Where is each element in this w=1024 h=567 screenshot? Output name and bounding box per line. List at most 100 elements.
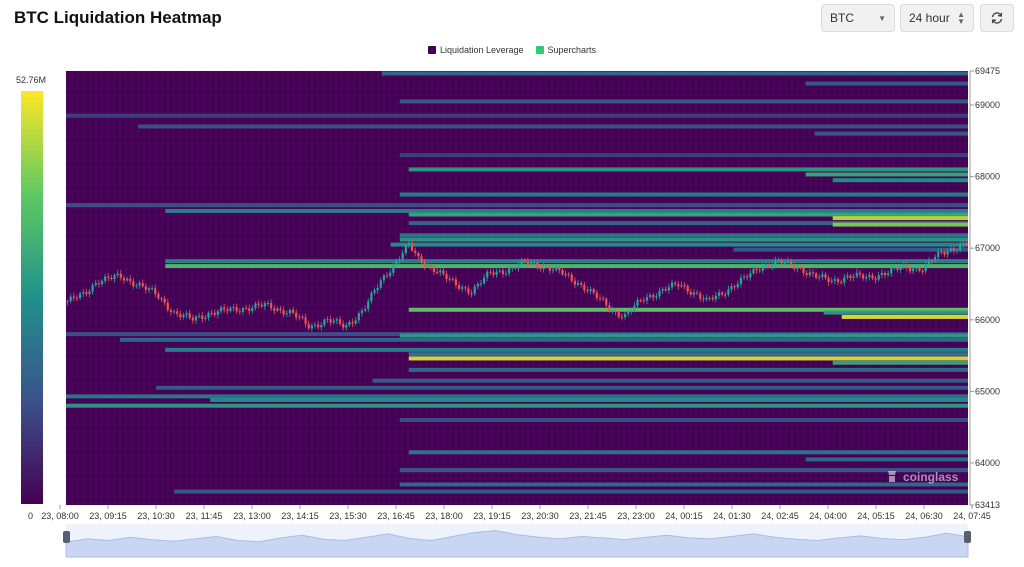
candle-body [94, 283, 97, 286]
candle-body [410, 243, 414, 251]
candle-body [921, 270, 924, 272]
candle-body [470, 293, 473, 295]
liquidation-band [66, 403, 968, 408]
refresh-button[interactable] [980, 4, 1014, 32]
candle-body [598, 297, 602, 299]
candle-body [542, 265, 545, 270]
candle-body [633, 305, 636, 311]
candle-body [78, 293, 82, 299]
candle-body [104, 276, 107, 281]
x-tick-label: 23, 09:15 [89, 511, 127, 521]
legend-item-supercharts[interactable]: Supercharts [535, 45, 596, 55]
candle-body [943, 251, 946, 255]
legend-item-liquidation-leverage[interactable]: Liquidation Leverage [427, 45, 524, 55]
candle-body [151, 288, 154, 290]
candle-body [896, 267, 899, 270]
candle-body [166, 302, 169, 311]
candle-body [927, 260, 930, 264]
liquidation-band [399, 468, 968, 473]
candle-body [752, 268, 755, 274]
navigator-right-handle[interactable] [964, 531, 971, 543]
candle-body [326, 319, 329, 321]
candle-body [479, 283, 483, 285]
candle-body [335, 319, 339, 321]
candle-body [219, 307, 223, 312]
candle-body [930, 260, 934, 262]
candle-body [414, 250, 417, 253]
candle-body [658, 290, 661, 297]
candle-body [251, 307, 254, 311]
candle-body [332, 320, 335, 323]
candle-body [714, 295, 717, 300]
liquidation-band [408, 212, 968, 217]
legend-label: Liquidation Leverage [439, 45, 524, 55]
liquidation-band [372, 378, 968, 383]
candle-body [157, 293, 160, 299]
candle-body [843, 277, 846, 283]
candle-body [661, 288, 664, 291]
candle-body [461, 287, 464, 289]
candle-body [555, 266, 558, 270]
liquidation-band [832, 222, 968, 227]
candle-body [495, 271, 498, 275]
symbol-select[interactable]: BTC ▼ [821, 4, 895, 32]
candle-body [526, 261, 530, 265]
candle-body [576, 283, 580, 285]
candle-body [295, 312, 298, 318]
x-tick-label: 23, 15:30 [329, 511, 367, 521]
liquidation-band [66, 394, 968, 399]
candle-body [833, 279, 836, 281]
candle-body [345, 325, 348, 328]
candle-body [420, 256, 423, 263]
coinglass-logo-icon [888, 471, 896, 482]
candle-body [210, 312, 213, 314]
liquidation-band [399, 233, 968, 238]
candle-body [861, 274, 865, 279]
candle-body [379, 280, 382, 288]
candle-body [874, 278, 877, 280]
symbol-select-value: BTC [830, 11, 854, 25]
liquidation-band [399, 99, 968, 104]
candle-body [320, 325, 323, 328]
candle-body [266, 303, 270, 305]
candle-body [592, 289, 595, 293]
candle-body [179, 313, 182, 318]
candle-body [799, 267, 802, 269]
y-tick-label: 65000 [975, 386, 1000, 396]
candle-body [238, 311, 241, 313]
candle-body [742, 276, 746, 278]
candle-body [489, 271, 492, 273]
candle-body [858, 272, 862, 275]
candle-body [313, 324, 317, 326]
candle-body [777, 259, 780, 261]
candle-body [270, 303, 273, 309]
liquidation-band [165, 264, 969, 269]
candle-body [216, 311, 219, 315]
candle-body [721, 292, 724, 295]
refresh-icon [991, 12, 1003, 24]
navigator-left-handle[interactable] [63, 531, 70, 543]
y-tick-label: 63413 [975, 500, 1000, 510]
heatmap-background [66, 71, 968, 505]
candle-body [642, 300, 645, 302]
candle-body [602, 298, 605, 300]
y-tick-label: 68000 [975, 172, 1000, 182]
candle-body [198, 315, 201, 317]
candle-body [404, 244, 407, 254]
range-select[interactable]: 24 hour ▲ ▼ [900, 4, 974, 32]
liquidation-band [120, 337, 969, 342]
candle-body [119, 273, 122, 278]
candle-body [194, 316, 198, 321]
candle-body [110, 277, 113, 280]
candle-body [310, 325, 313, 329]
colorbar [21, 91, 43, 504]
candle-body [398, 259, 401, 261]
candle-body [504, 273, 508, 275]
candle-body [655, 296, 658, 298]
candle-body [670, 282, 674, 288]
candle-body [724, 294, 727, 296]
candle-body [805, 273, 808, 276]
candle-body [147, 288, 151, 290]
candle-body [589, 289, 592, 292]
